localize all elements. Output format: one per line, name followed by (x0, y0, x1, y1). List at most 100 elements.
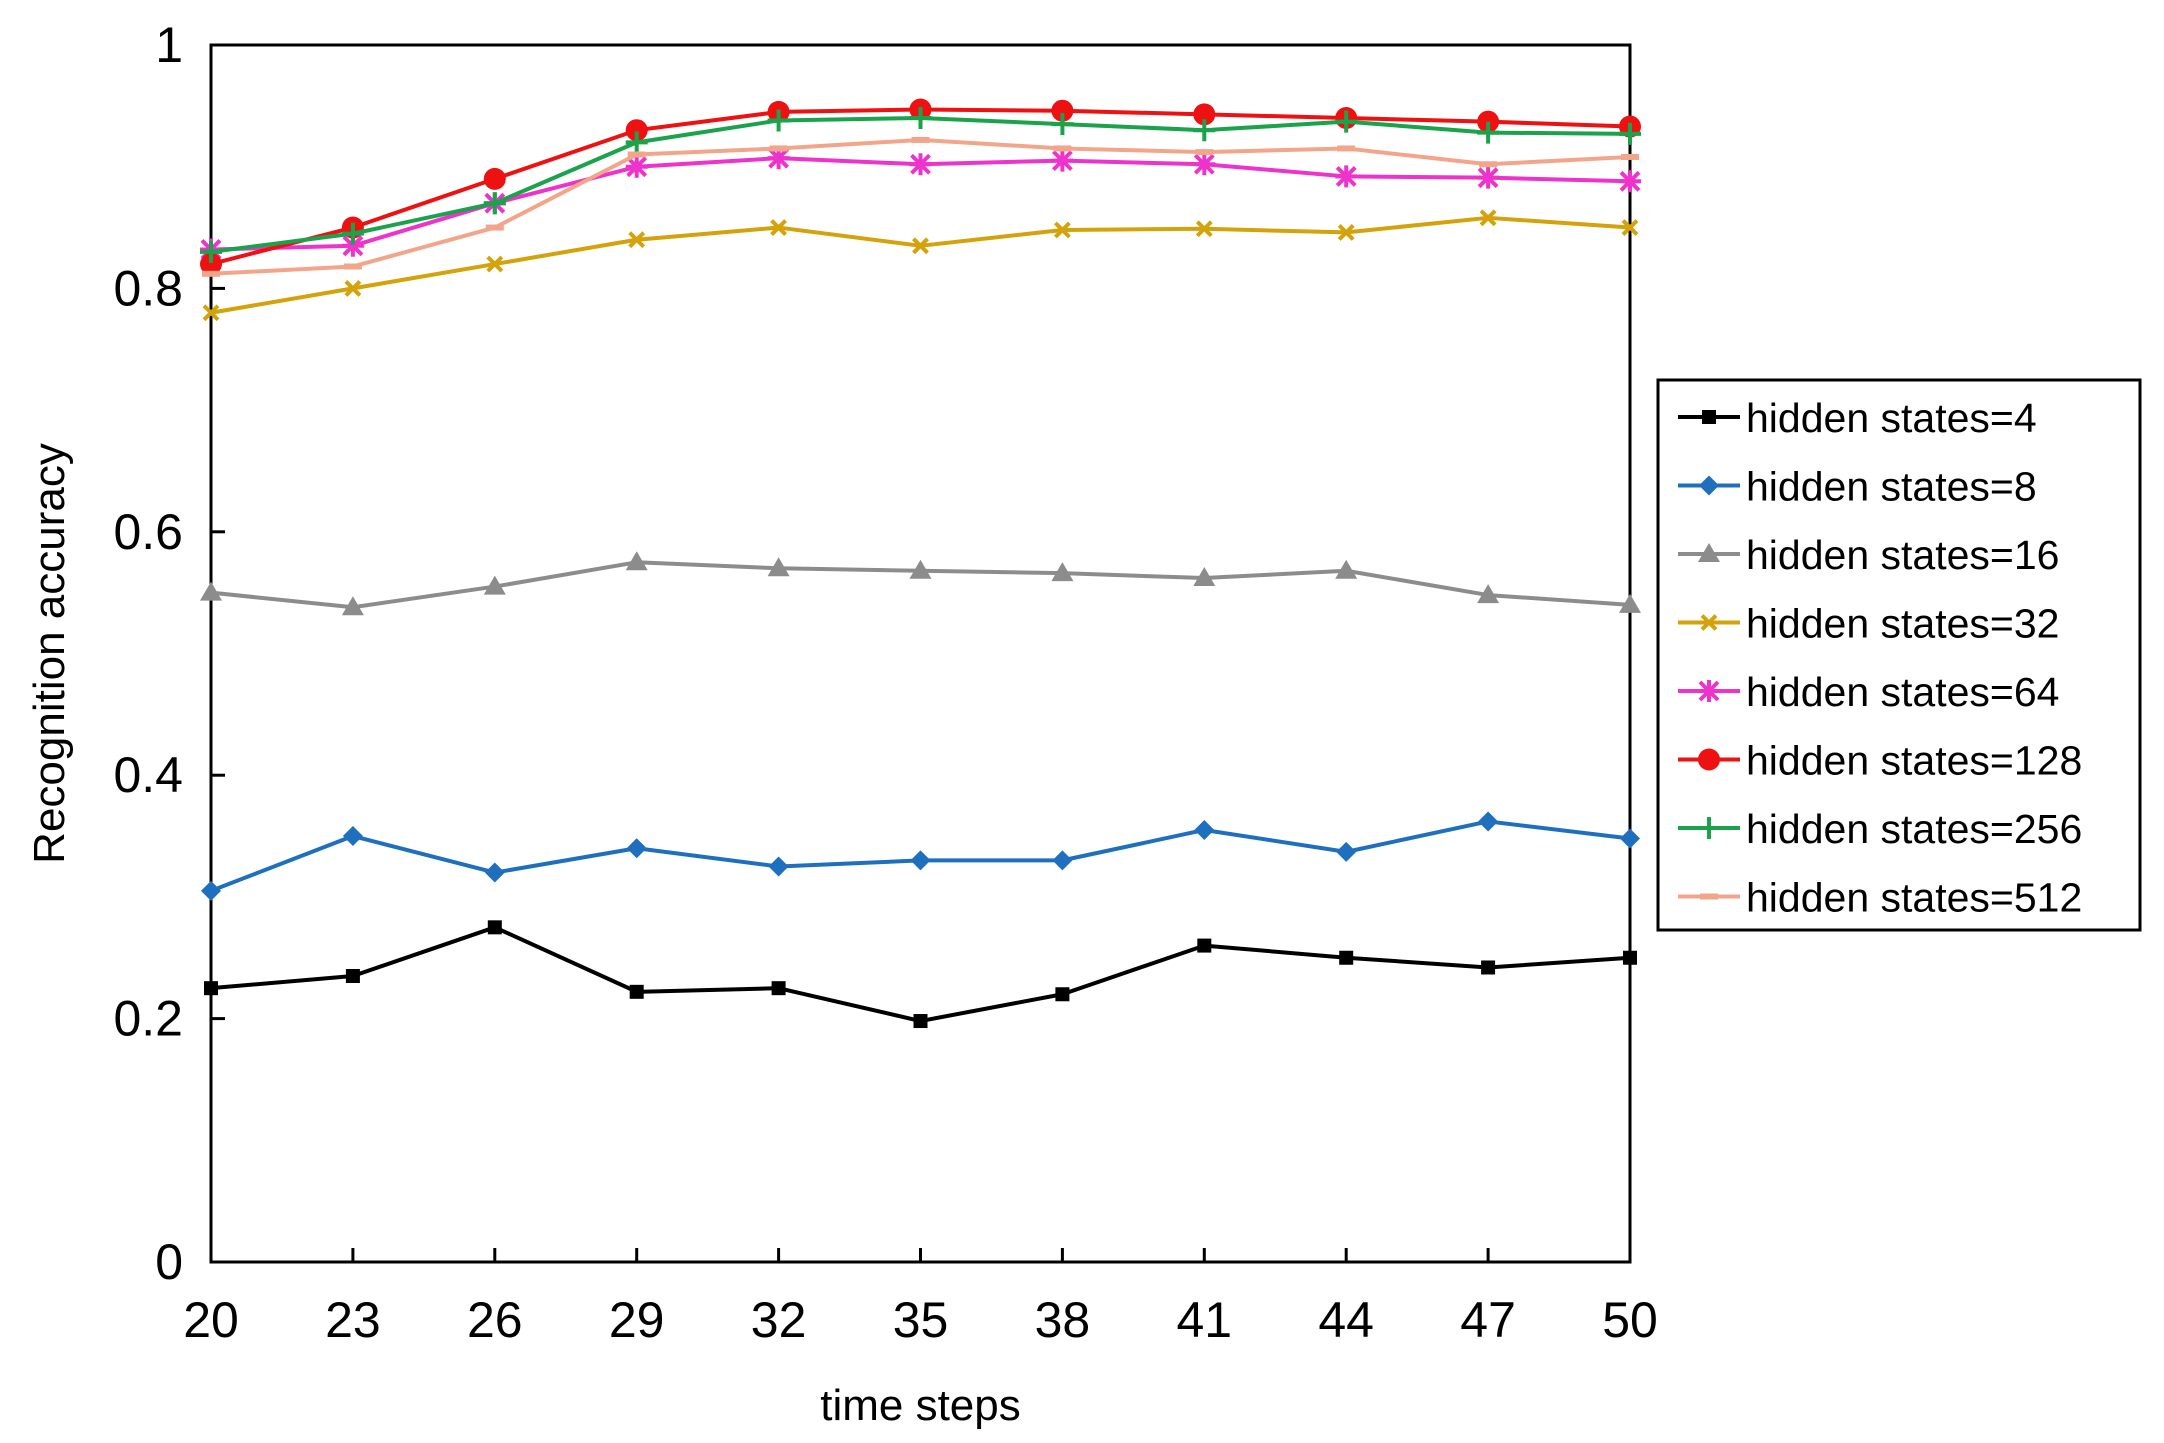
data-point-diamond (1336, 841, 1357, 862)
data-point-square (345, 969, 360, 984)
data-point-triangle (1335, 559, 1358, 579)
legend-label: hidden states=512 (1746, 875, 2082, 921)
data-point-diamond (201, 880, 221, 901)
series-4 (202, 209, 1639, 322)
data-point-diamond (1478, 811, 1499, 832)
x-tick-label: 26 (467, 1292, 523, 1348)
x-tick-label: 41 (1176, 1292, 1232, 1348)
data-point-dash (1621, 153, 1639, 160)
data-point-dash (343, 263, 362, 270)
x-tick-label: 23 (325, 1292, 381, 1348)
data-point-circle (1051, 99, 1074, 122)
data-point-square (1339, 950, 1354, 965)
x-tick-label: 32 (751, 1292, 807, 1348)
data-point-triangle (341, 596, 364, 616)
series-2 (201, 811, 1640, 901)
legend-item: hidden states=32 (1678, 601, 2059, 647)
legend-label: hidden states=32 (1746, 601, 2059, 647)
data-point-dash (1195, 149, 1214, 156)
data-point-triangle (767, 557, 790, 577)
y-axis-title: Recognition accuracy (25, 443, 74, 864)
data-point-square (1481, 960, 1496, 975)
legend-item: hidden states=64 (1678, 669, 2059, 715)
data-point-triangle (1477, 584, 1500, 604)
legend-item: hidden states=256 (1678, 806, 2082, 852)
y-tick-label: 0.4 (113, 747, 183, 803)
data-point-x (202, 304, 220, 322)
data-point-circle (483, 167, 506, 190)
data-point-x (486, 255, 504, 273)
data-point-dash (627, 151, 646, 158)
data-point-triangle (1619, 593, 1641, 613)
data-point-plus (1335, 110, 1358, 133)
x-tick-label: 29 (609, 1292, 665, 1348)
data-point-x (912, 237, 929, 255)
data-point-square (629, 984, 644, 999)
data-point-x (1053, 221, 1071, 239)
data-point-dash (202, 270, 220, 277)
series-7 (200, 107, 1641, 263)
data-point-triangle (1193, 567, 1216, 587)
data-point-x (1479, 209, 1497, 227)
data-point-square (204, 981, 218, 996)
data-point-star (1698, 680, 1720, 702)
legend-label: hidden states=64 (1746, 669, 2059, 715)
data-point-plus (1619, 122, 1641, 145)
data-point-star (625, 155, 648, 178)
data-point-x (1700, 614, 1718, 631)
legend-item: hidden states=512 (1678, 875, 2082, 921)
x-tick-label: 35 (893, 1292, 949, 1348)
plot-frame (209, 43, 1632, 1264)
data-point-dash (485, 224, 504, 231)
data-point-star (1051, 149, 1074, 172)
data-point-triangle (200, 581, 222, 601)
data-point-dash (1700, 893, 1718, 900)
series-line (210, 925, 1631, 1024)
x-tick-label: 50 (1602, 1292, 1658, 1348)
data-point-diamond (342, 826, 363, 847)
x-tick-label: 47 (1460, 1292, 1516, 1348)
y-tick-label: 1 (155, 17, 183, 73)
series-8 (202, 136, 1639, 277)
legend: hidden states=4 hidden states=8 hidden sta… (1656, 378, 2142, 932)
data-point-dash (769, 145, 788, 152)
data-point-triangle (1698, 543, 1720, 562)
legend-label: hidden states=8 (1746, 464, 2037, 510)
legend-item: hidden states=16 (1678, 532, 2059, 578)
data-point-diamond (1699, 475, 1719, 496)
data-point-plus (341, 222, 364, 245)
x-tick-label: 44 (1318, 1292, 1374, 1348)
data-point-triangle (483, 575, 506, 595)
data-point-diamond (484, 862, 505, 883)
data-point-square (771, 981, 786, 996)
data-point-diamond (910, 850, 931, 871)
legend-label: hidden states=4 (1746, 395, 2037, 441)
legend-item: hidden states=4 (1678, 395, 2037, 441)
data-point-star (1619, 170, 1641, 193)
data-point-plus (483, 192, 506, 215)
y-axis: 0 0.2 0.4 0.6 0.8 1 (113, 17, 225, 1290)
data-point-star (767, 147, 790, 170)
data-point-star (909, 153, 932, 176)
x-axis: 20 23 26 29 32 35 38 41 44 47 50 (183, 1248, 1658, 1348)
y-tick-label: 0.2 (113, 991, 183, 1047)
data-point-square (487, 920, 502, 935)
data-point-diamond (768, 856, 789, 877)
data-point-plus (200, 240, 222, 263)
data-point-diamond (1194, 819, 1215, 840)
data-point-star (1477, 166, 1500, 189)
data-point-square (913, 1014, 928, 1029)
legend-label: hidden states=128 (1746, 738, 2082, 784)
legend-item: hidden states=8 (1678, 464, 2037, 510)
data-point-diamond (626, 838, 647, 859)
series-line (210, 215, 1631, 315)
series-line (210, 107, 1631, 266)
data-point-star (1335, 165, 1358, 188)
data-point-square (1197, 938, 1212, 953)
y-tick-label: 0.8 (113, 260, 183, 316)
data-point-x (770, 219, 788, 236)
y-tick-label: 0.6 (113, 504, 183, 560)
data-point-diamond (1620, 828, 1640, 849)
data-point-circle (1193, 103, 1216, 126)
